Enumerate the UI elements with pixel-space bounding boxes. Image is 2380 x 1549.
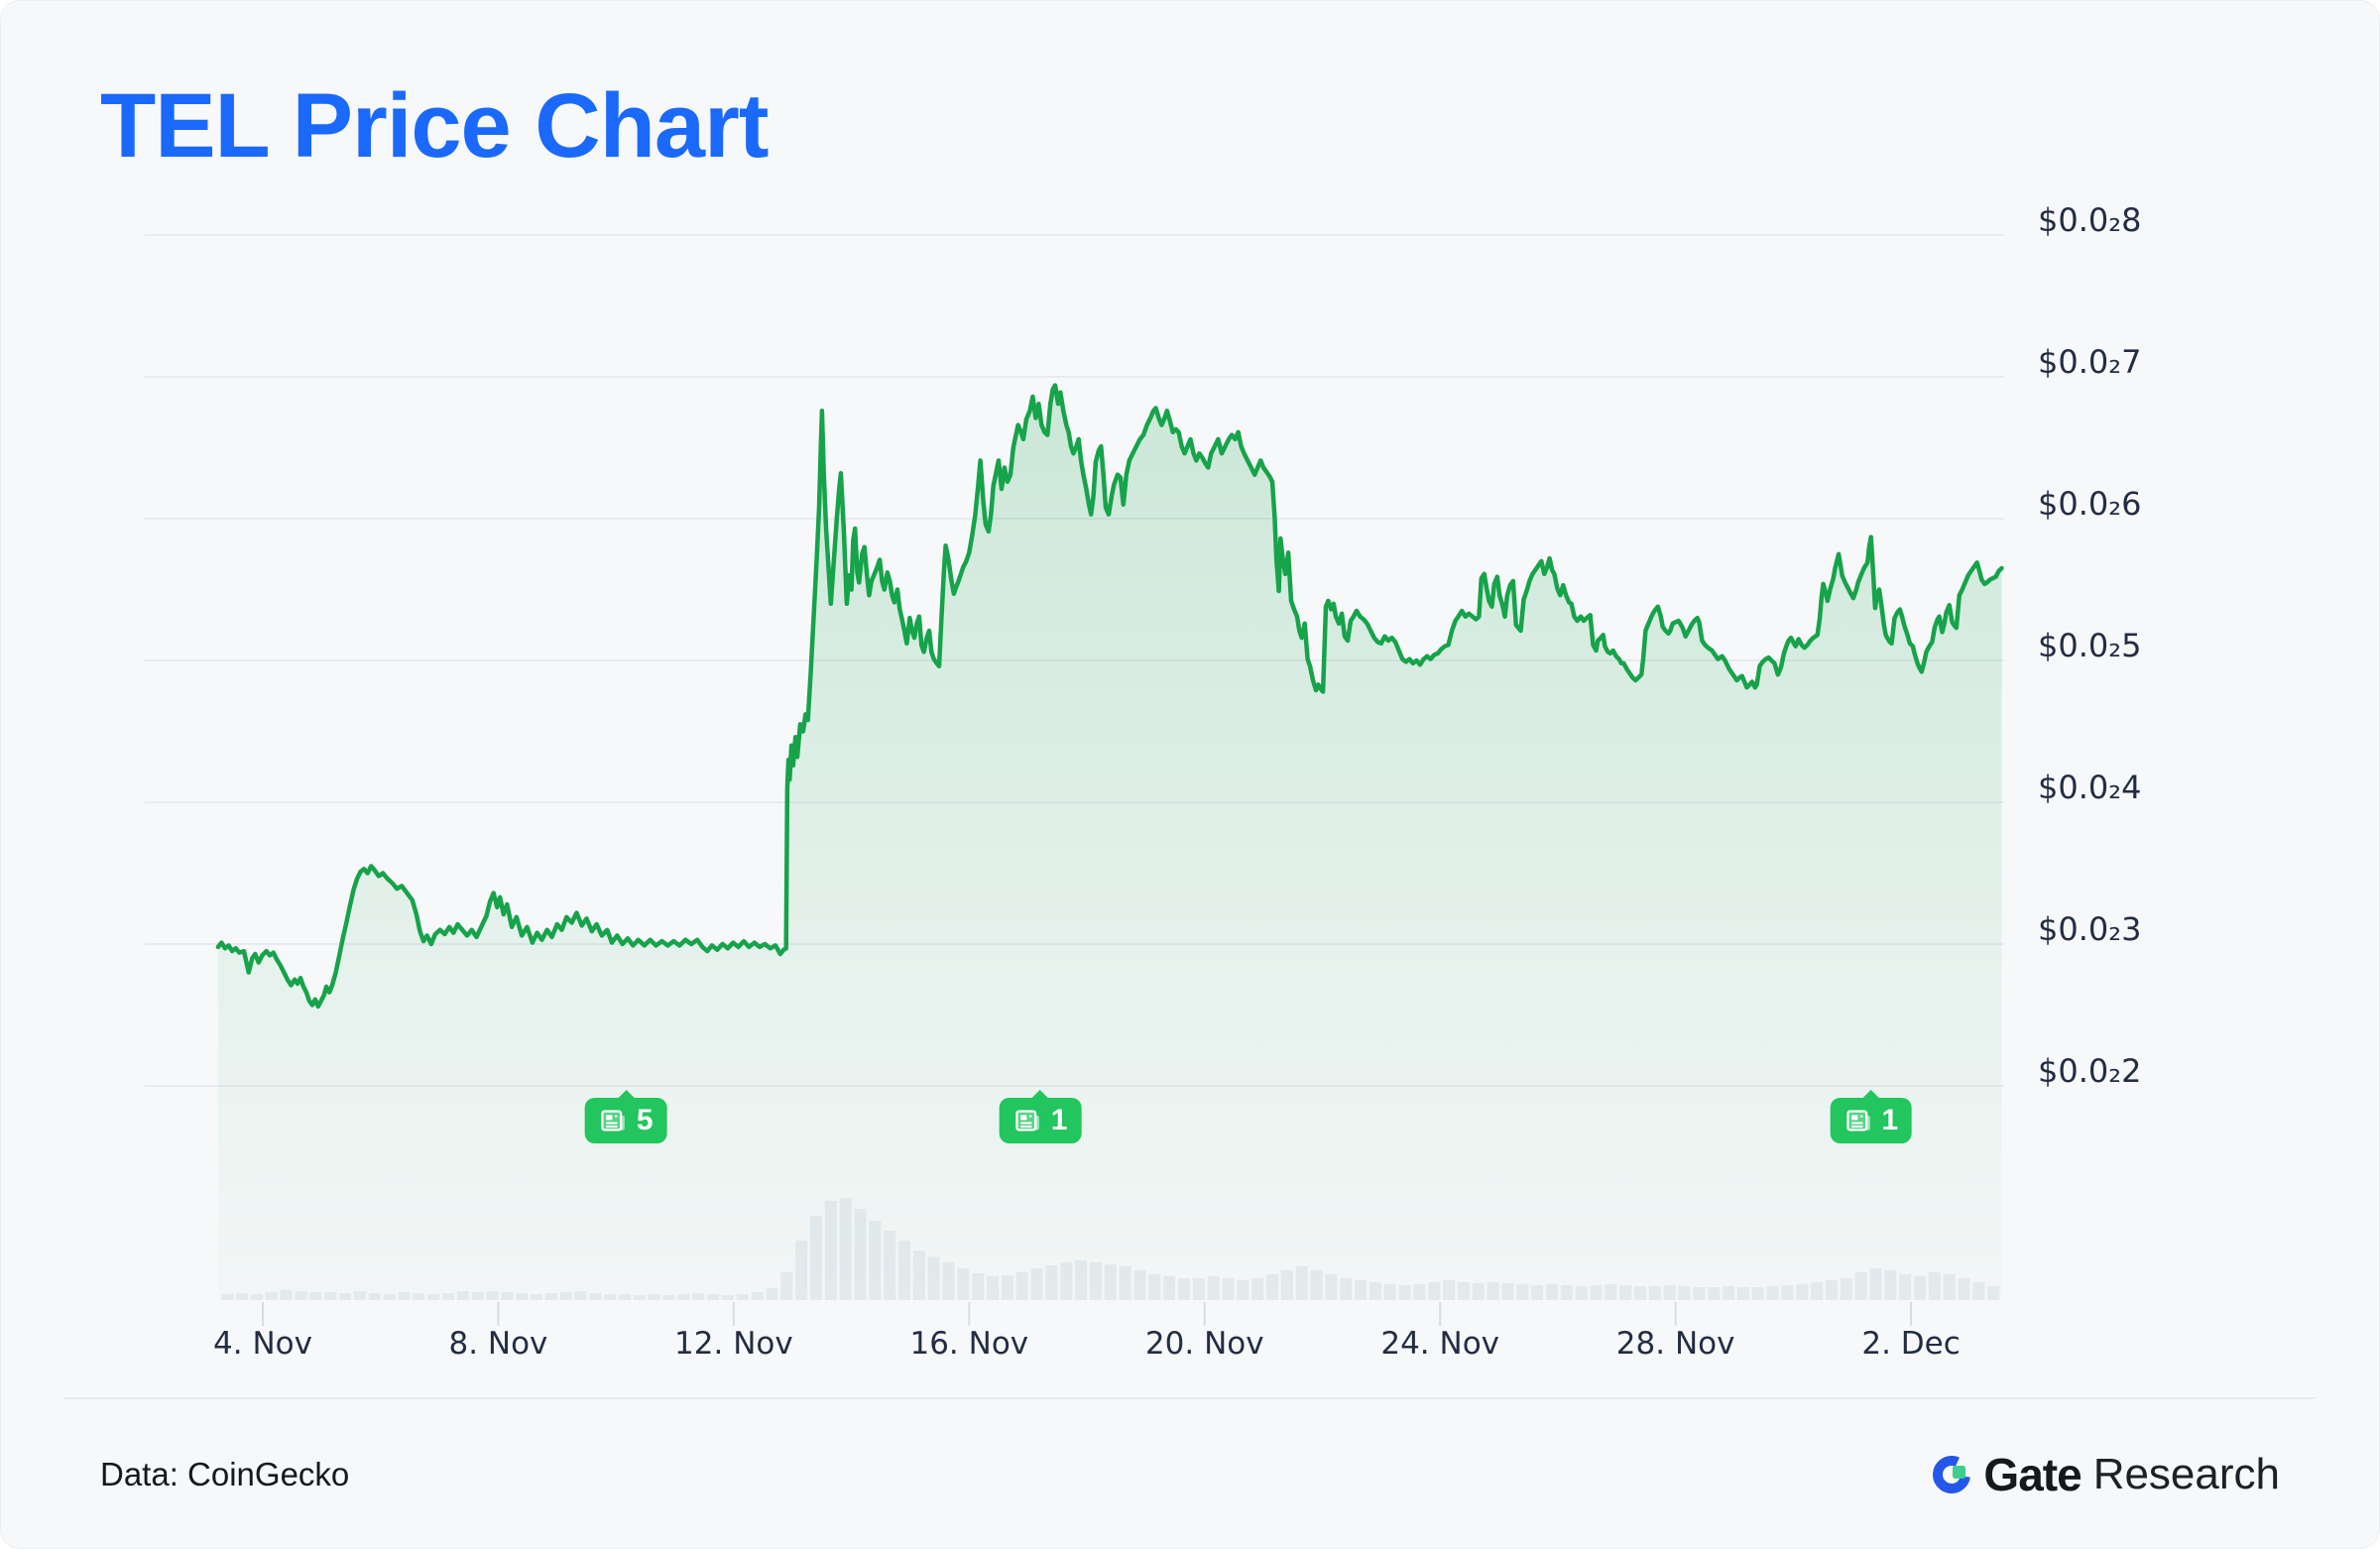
x-axis-label: 8. Nov <box>448 1326 548 1362</box>
gate-research-logo: Gate Research <box>1932 1448 2280 1501</box>
data-source-note: Data: CoinGecko <box>100 1456 350 1492</box>
y-axis-label: $0.0₂6 <box>2038 485 2142 523</box>
footer-divider <box>64 1397 2316 1399</box>
y-axis-label: $0.0₂3 <box>2038 910 2142 948</box>
y-axis-label: $0.0₂8 <box>2038 201 2142 239</box>
price-line <box>215 383 2004 1010</box>
y-axis-label: $0.0₂4 <box>2038 769 2142 806</box>
x-axis-ticks <box>262 1302 1913 1326</box>
page-title: TEL Price Chart <box>100 75 770 177</box>
x-axis-label: 24. Nov <box>1380 1326 1500 1362</box>
news-marker-count: 5 <box>636 1104 654 1136</box>
x-axis-label: 28. Nov <box>1615 1326 1735 1362</box>
news-marker-count: 1 <box>1050 1104 1068 1136</box>
news-marker-badge[interactable]: 1 <box>999 1098 1082 1143</box>
y-axis-label: $0.0₂7 <box>2038 343 2142 381</box>
x-axis-label: 4. Nov <box>213 1326 312 1362</box>
x-axis-label: 16. Nov <box>909 1326 1029 1362</box>
news-icon <box>1015 1110 1040 1132</box>
news-icon <box>601 1110 626 1132</box>
price-area-fill <box>217 385 2002 1301</box>
gate-logo-text: Gate <box>1983 1449 2082 1500</box>
research-logo-text: Research <box>2092 1450 2280 1498</box>
x-axis-label: 20. Nov <box>1144 1326 1264 1362</box>
news-marker-badge[interactable]: 1 <box>1830 1098 1913 1143</box>
y-axis-label: $0.0₂5 <box>2038 627 2142 664</box>
y-axis-label: $0.0₂2 <box>2038 1052 2142 1090</box>
news-marker-badge[interactable]: 5 <box>584 1098 667 1143</box>
news-icon <box>1845 1110 1870 1132</box>
x-axis-label: 12. Nov <box>674 1326 793 1362</box>
news-marker-count: 1 <box>1881 1104 1899 1136</box>
x-axis-label: 2. Dec <box>1861 1326 1961 1362</box>
gate-logo-icon <box>1933 1456 1971 1493</box>
